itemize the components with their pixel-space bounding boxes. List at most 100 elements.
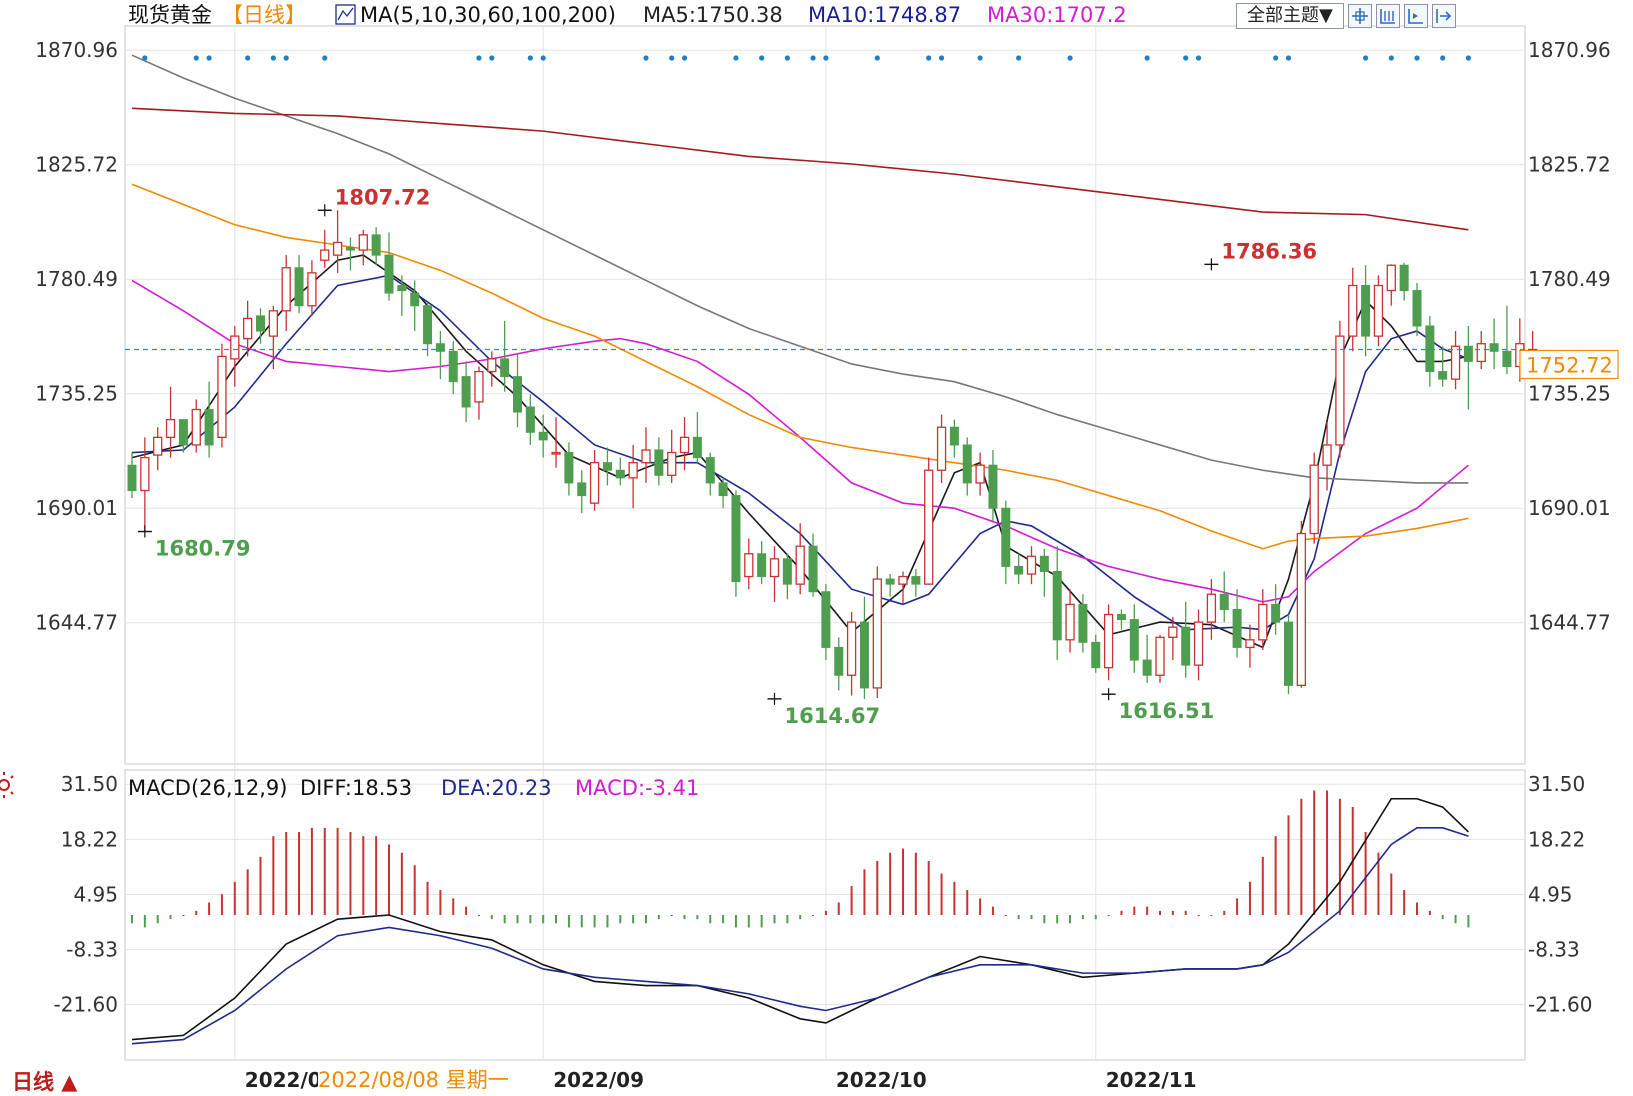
period-tag: 【日线】 <box>222 3 306 27</box>
candle <box>1476 331 1486 370</box>
candle-body <box>1078 603 1088 643</box>
candle <box>538 414 548 458</box>
candle <box>268 305 279 370</box>
candle-body <box>641 449 651 464</box>
candle-body <box>1193 621 1204 666</box>
ma200-line <box>131 107 1469 231</box>
candle-body <box>320 249 330 261</box>
event-dot <box>784 55 790 61</box>
macd-tick-right: 31.50 <box>1528 772 1585 796</box>
candle <box>808 533 818 597</box>
period-selector[interactable]: 日线 ▲ <box>0 1066 125 1095</box>
price-tick-left: 1780.49 <box>35 267 118 291</box>
candle-body <box>975 464 985 484</box>
ma5-value: MA5:1750.38 <box>643 3 783 27</box>
candle-body <box>1142 659 1152 676</box>
event-dot <box>1414 55 1420 61</box>
candle-body <box>1373 284 1384 337</box>
candle <box>1219 571 1229 623</box>
annotation-label: 1807.72 <box>335 185 431 209</box>
candle-body <box>1322 444 1332 466</box>
candle <box>1245 624 1255 668</box>
candle-body <box>204 409 214 446</box>
candle <box>577 470 587 514</box>
price-tick-left: 1870.96 <box>35 38 118 62</box>
candle-body <box>178 419 188 446</box>
event-dot <box>1183 55 1189 61</box>
zoom-in-icon[interactable] <box>1375 4 1400 28</box>
candle <box>1168 617 1178 661</box>
candle-body <box>654 449 664 476</box>
macd-dea-value: DEA:20.23 <box>441 776 552 800</box>
event-dot <box>926 55 932 61</box>
candle <box>679 417 690 471</box>
candle <box>281 255 291 332</box>
zoom-out-icon[interactable] <box>1403 4 1428 28</box>
event-dot <box>1067 55 1073 61</box>
settings-sun-icon[interactable] <box>0 772 14 798</box>
candle <box>911 568 921 597</box>
event-dot <box>1465 55 1471 61</box>
candle <box>949 419 959 458</box>
candle-body <box>1039 555 1049 572</box>
forward-icon[interactable] <box>1431 4 1456 28</box>
candle-body <box>1001 507 1011 567</box>
event-dot <box>1195 55 1202 61</box>
ma30-value: MA30:1707.2 <box>987 3 1127 27</box>
candle <box>358 229 368 266</box>
crosshair-icon[interactable] <box>1347 4 1372 28</box>
theme-select[interactable]: 全部主题▼ <box>1236 3 1344 29</box>
candle-body <box>795 545 805 585</box>
candle <box>1258 589 1268 650</box>
candle <box>1014 553 1024 585</box>
candle-body <box>268 310 279 337</box>
candle <box>757 541 767 585</box>
candle-body <box>1245 639 1255 649</box>
event-dot <box>540 55 546 61</box>
candle <box>217 343 227 448</box>
event-dot <box>283 55 289 61</box>
candle <box>153 427 163 471</box>
candle <box>1463 325 1473 410</box>
candle-body <box>256 315 265 332</box>
candle <box>654 437 664 486</box>
candle <box>242 300 253 357</box>
candle-body <box>1181 626 1191 666</box>
candle <box>371 227 381 266</box>
candle-body <box>230 335 240 360</box>
candle <box>975 452 985 496</box>
macd-tick-right: 18.22 <box>1528 827 1585 851</box>
candle <box>744 538 754 590</box>
candle-body <box>1412 290 1422 327</box>
event-dot <box>270 55 276 61</box>
low-marker: 1680.79 <box>137 525 251 561</box>
candle-body <box>410 292 420 307</box>
candle <box>1412 282 1422 337</box>
candle-body <box>872 578 882 689</box>
candle <box>1438 346 1448 387</box>
candle-body <box>667 451 677 476</box>
candle-body <box>808 545 818 593</box>
candle-body <box>1450 345 1461 380</box>
candle <box>667 429 677 483</box>
candle-body <box>1284 621 1293 686</box>
macd-tick-right: 4.95 <box>1528 882 1573 906</box>
price-tick-left: 1690.01 <box>35 496 118 520</box>
candle <box>1361 265 1371 357</box>
price-tick-right: 1825.72 <box>1528 153 1611 177</box>
candle-body <box>513 376 522 413</box>
candle <box>988 450 998 521</box>
candle-body <box>1026 555 1037 575</box>
candle <box>332 210 343 273</box>
price-panel-frame <box>124 25 1526 765</box>
event-dot <box>1388 55 1394 61</box>
candle-body <box>1206 593 1217 623</box>
candle-body <box>589 462 600 504</box>
cursor-date-bg <box>318 1065 530 1093</box>
candle <box>1271 584 1281 635</box>
cursor-date-label: 2022/08/08 星期一 <box>318 1068 509 1092</box>
ma-legend-icon <box>335 4 356 25</box>
candle-body <box>564 452 574 484</box>
candle-body <box>1335 335 1345 446</box>
